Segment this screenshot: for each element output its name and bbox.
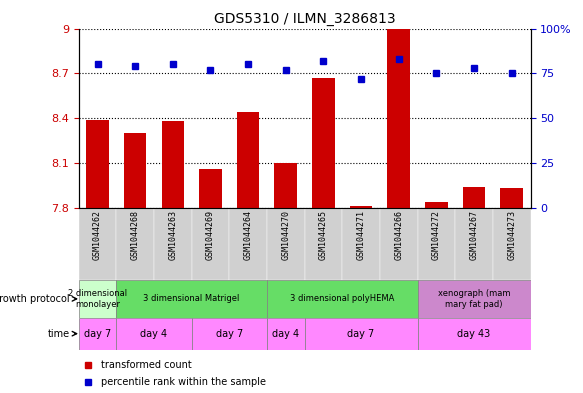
Text: GSM1044273: GSM1044273: [507, 210, 516, 260]
Bar: [154, 208, 192, 280]
Bar: [425, 202, 448, 208]
Text: day 7: day 7: [84, 329, 111, 339]
Bar: [417, 280, 531, 318]
Bar: [117, 208, 154, 280]
Text: GSM1044269: GSM1044269: [206, 210, 215, 260]
Bar: [304, 318, 417, 350]
Text: GSM1044270: GSM1044270: [281, 210, 290, 260]
Bar: [388, 29, 410, 208]
Bar: [275, 163, 297, 208]
Bar: [79, 318, 117, 350]
Bar: [79, 280, 117, 318]
Text: 3 dimensional polyHEMA: 3 dimensional polyHEMA: [290, 294, 395, 303]
Text: day 43: day 43: [458, 329, 491, 339]
Bar: [350, 206, 373, 208]
Text: 3 dimensional Matrigel: 3 dimensional Matrigel: [143, 294, 240, 303]
Bar: [199, 169, 222, 208]
Bar: [500, 188, 523, 208]
Text: GSM1044265: GSM1044265: [319, 210, 328, 260]
Bar: [417, 208, 455, 280]
Text: 2 dimensional
monolayer: 2 dimensional monolayer: [68, 289, 127, 309]
Text: time: time: [48, 329, 70, 339]
Text: transformed count: transformed count: [101, 360, 192, 370]
Bar: [237, 112, 259, 208]
Text: day 4: day 4: [141, 329, 167, 339]
Text: percentile rank within the sample: percentile rank within the sample: [101, 377, 266, 387]
Text: growth protocol: growth protocol: [0, 294, 70, 304]
Bar: [463, 187, 485, 208]
Bar: [267, 318, 304, 350]
Bar: [161, 121, 184, 208]
Bar: [117, 318, 192, 350]
Bar: [267, 280, 417, 318]
Text: day 7: day 7: [347, 329, 375, 339]
Text: xenograph (mam
mary fat pad): xenograph (mam mary fat pad): [438, 289, 510, 309]
Bar: [117, 280, 267, 318]
Bar: [493, 208, 531, 280]
Text: day 7: day 7: [216, 329, 243, 339]
Bar: [192, 318, 267, 350]
Text: GSM1044267: GSM1044267: [469, 210, 479, 260]
Bar: [304, 208, 342, 280]
Text: GSM1044263: GSM1044263: [168, 210, 177, 260]
Bar: [380, 208, 417, 280]
Bar: [417, 318, 531, 350]
Bar: [267, 208, 304, 280]
Bar: [192, 208, 229, 280]
Bar: [229, 208, 267, 280]
Text: GSM1044266: GSM1044266: [394, 210, 403, 260]
Text: day 4: day 4: [272, 329, 299, 339]
Text: GSM1044264: GSM1044264: [244, 210, 252, 260]
Bar: [312, 78, 335, 208]
Text: GSM1044271: GSM1044271: [357, 210, 366, 260]
Bar: [455, 208, 493, 280]
Bar: [124, 133, 146, 208]
Title: GDS5310 / ILMN_3286813: GDS5310 / ILMN_3286813: [214, 12, 395, 26]
Text: GSM1044272: GSM1044272: [432, 210, 441, 260]
Bar: [79, 208, 117, 280]
Bar: [342, 208, 380, 280]
Bar: [86, 119, 109, 208]
Text: GSM1044268: GSM1044268: [131, 210, 140, 260]
Text: GSM1044262: GSM1044262: [93, 210, 102, 260]
